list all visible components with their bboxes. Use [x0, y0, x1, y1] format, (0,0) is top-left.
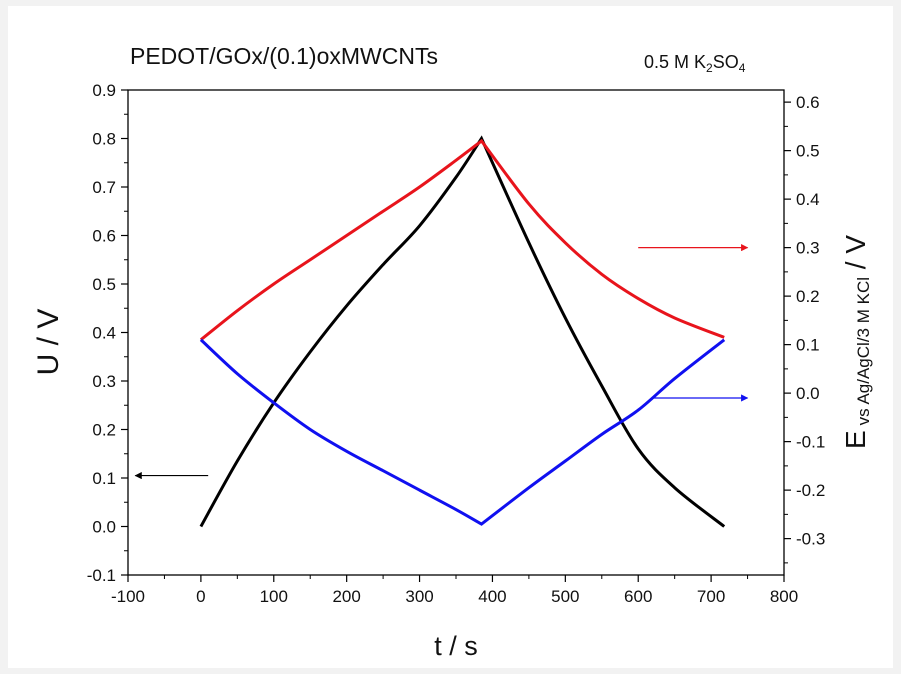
left-tick-label: 0.8 — [92, 130, 116, 149]
x-tick-label: 300 — [405, 587, 433, 606]
right-tick-label: -0.3 — [796, 530, 825, 549]
right-tick-label: 0.2 — [796, 287, 820, 306]
x-tick-label: 100 — [260, 587, 288, 606]
negative-electrode-line — [199, 338, 726, 526]
plot-frame — [127, 89, 785, 576]
left-tick-label: 0.1 — [92, 469, 116, 488]
x-tick-label: 800 — [770, 587, 798, 606]
chart-title: PEDOT/GOx/(0.1)oxMWCNTs — [130, 43, 438, 69]
right-axis-ticks: -0.3 -0.2 -0.1 0.0 0.1 0.2 0.3 0.4 0.5 0.6 — [784, 93, 825, 564]
right-axis-label-sub: vs Ag/AgCl/3 M KCl — [854, 277, 873, 425]
right-axis-label-main: E — [840, 430, 871, 449]
right-axis-label: Evs Ag/AgCl/3 M KCl / V — [840, 235, 873, 449]
left-tick-label: 0.3 — [92, 372, 116, 391]
left-tick-label: 0.2 — [92, 421, 116, 440]
x-tick-label: 200 — [332, 587, 360, 606]
left-tick-label: -0.1 — [87, 566, 116, 585]
x-tick-label: 600 — [624, 587, 652, 606]
right-axis-label-suffix: / V — [840, 235, 871, 277]
electrolyte-prefix: 0.5 M K — [644, 52, 706, 72]
x-tick-label: 400 — [478, 587, 506, 606]
right-tick-label: 0.4 — [796, 190, 820, 209]
arrow-layer — [134, 244, 749, 480]
right-tick-label: 0.6 — [796, 93, 820, 112]
positive-electrode-line — [199, 138, 725, 341]
left-tick-label: 0.5 — [92, 275, 116, 294]
left-axis-ticks: -0.1 0.0 0.1 0.2 0.3 0.4 0.5 0.6 0.7 0.8 0.9 — [87, 81, 128, 585]
electrolyte-sub2: 4 — [739, 61, 746, 75]
x-tick-label: 700 — [697, 587, 725, 606]
figure-panel: -100 0 100 200 300 400 500 600 700 800 -0.1 0.0 0.1… — [8, 6, 893, 668]
x-axis-ticks: -100 0 100 200 300 400 500 600 700 800 — [111, 575, 798, 606]
left-tick-label: 0.4 — [92, 324, 116, 343]
right-tick-label: -0.1 — [796, 433, 825, 452]
left-tick-label: 0.9 — [92, 81, 116, 100]
cell-voltage-line — [199, 135, 726, 528]
charge-discharge-chart: -100 0 100 200 300 400 500 600 700 800 -0.1 0.0 0.1… — [32, 43, 873, 661]
electrolyte-mid: SO — [713, 52, 739, 72]
electrolyte-annotation: 0.5 M K2SO4 — [644, 52, 746, 75]
left-tick-label: 0.0 — [92, 518, 116, 537]
right-tick-label: 0.3 — [796, 239, 820, 258]
right-tick-label: -0.2 — [796, 481, 825, 500]
left-axis-label: U / V — [32, 309, 65, 376]
electrolyte-sub1: 2 — [706, 61, 713, 75]
left-tick-label: 0.6 — [92, 227, 116, 246]
x-tick-label: -100 — [111, 587, 145, 606]
series-layer — [199, 135, 726, 528]
x-axis-label: t / s — [434, 631, 478, 661]
left-tick-label: 0.7 — [92, 178, 116, 197]
x-tick-label: 0 — [196, 587, 205, 606]
right-tick-label: 0.5 — [796, 142, 820, 161]
right-tick-label: 0.0 — [796, 384, 820, 403]
right-tick-label: 0.1 — [796, 336, 820, 355]
x-tick-label: 500 — [551, 587, 579, 606]
